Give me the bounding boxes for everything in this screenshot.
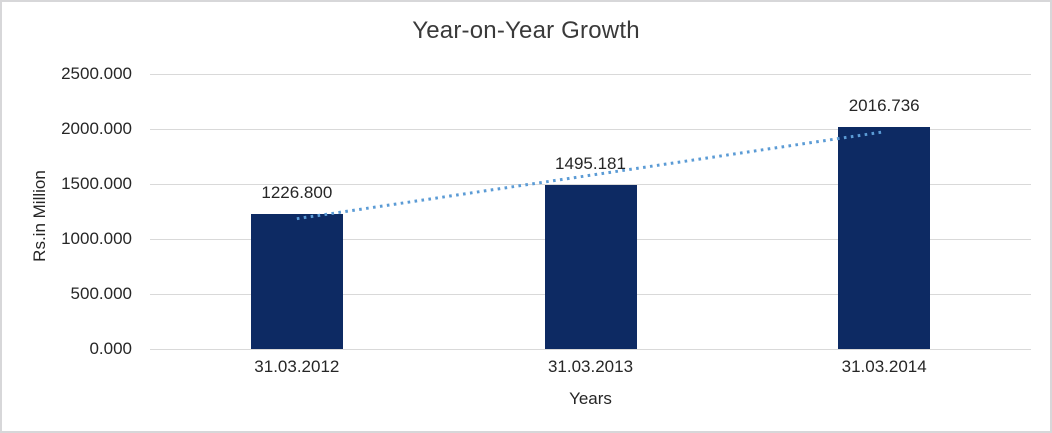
chart-title: Year-on-Year Growth [412,17,640,44]
y-tick-label: 500.000 [70,284,132,303]
bar [250,214,343,349]
y-tick-label: 0.000 [89,339,132,358]
x-axis-title: Years [569,389,612,408]
y-tick-label: 1500.000 [61,174,132,193]
x-tick-label: 31.03.2013 [547,357,634,376]
data-label: 1495.181 [555,153,626,173]
bar [838,127,931,349]
gridline [150,183,1031,185]
gridline [150,128,1031,130]
x-tick-label: 31.03.2014 [841,357,927,376]
data-label: 1226.800 [261,183,333,203]
bar [544,184,637,349]
data-label: 2016.736 [848,96,920,116]
x-tick-label: 31.03.2012 [254,357,340,376]
trendline-layer [296,130,885,221]
y-tick-label: 2500.000 [61,64,132,83]
plot-area [150,73,1031,350]
y-tick-label: 1000.000 [61,229,132,248]
gridline [150,348,1031,350]
gridline [150,73,1031,75]
trendline [296,130,885,221]
y-tick-label: 2000.000 [61,119,132,138]
